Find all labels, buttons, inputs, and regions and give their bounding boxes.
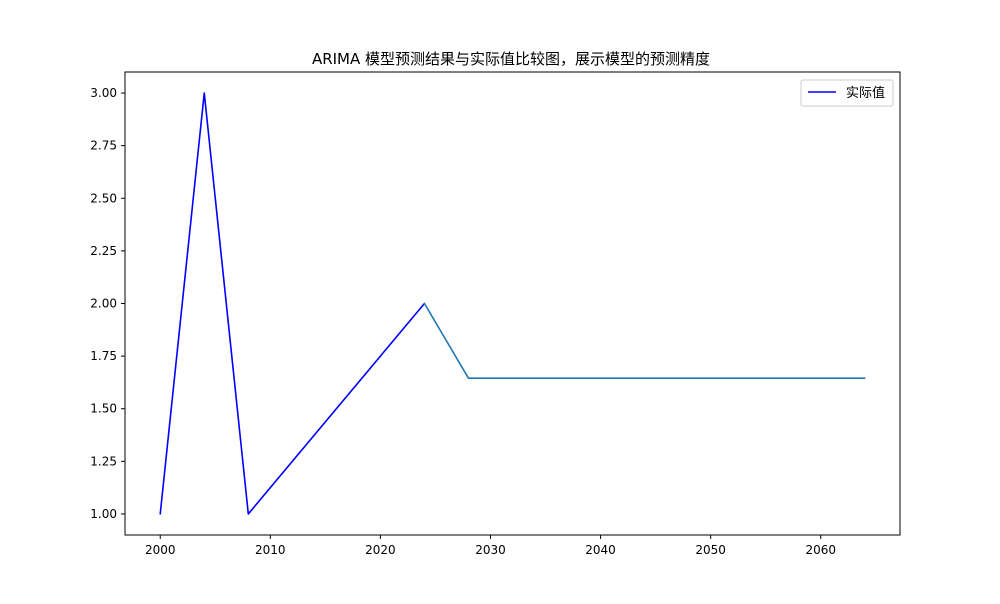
y-tick-label: 1.25 (90, 454, 117, 468)
plot-area-frame (124, 71, 901, 536)
legend-box (800, 79, 894, 107)
y-axis: 1.00 1.25 1.50 1.75 2.00 2.25 2.50 2.75 3.00 (90, 86, 125, 521)
x-tick-label: 2000 (145, 543, 176, 557)
x-tick-label: 2050 (695, 543, 726, 557)
y-tick-label: 2.25 (90, 244, 117, 258)
y-tick-label: 2.75 (90, 139, 117, 153)
y-tick-label: 3.00 (90, 86, 117, 100)
y-tick-label: 2.00 (90, 297, 117, 311)
legend-label: 实际值 (846, 85, 885, 101)
x-axis: 2000 2010 2020 2030 2040 2050 2060 (145, 535, 836, 557)
y-tick-label: 2.50 (90, 191, 117, 205)
y-tick-label: 1.50 (90, 402, 117, 416)
chart-title: ARIMA 模型预测结果与实际值比较图，展示模型的预测精度 (312, 50, 710, 68)
x-tick-label: 2040 (585, 543, 616, 557)
series-layer (159, 92, 866, 515)
y-tick-label: 1.75 (90, 349, 117, 363)
series-line-actual (159, 92, 426, 515)
x-tick-label: 2010 (255, 543, 286, 557)
y-tick-label: 1.00 (90, 507, 117, 521)
legend: 实际值 (800, 79, 894, 107)
x-tick-label: 2030 (475, 543, 506, 557)
x-tick-label: 2020 (365, 543, 396, 557)
series-line-forecast (423, 302, 866, 380)
x-tick-label: 2060 (805, 543, 836, 557)
